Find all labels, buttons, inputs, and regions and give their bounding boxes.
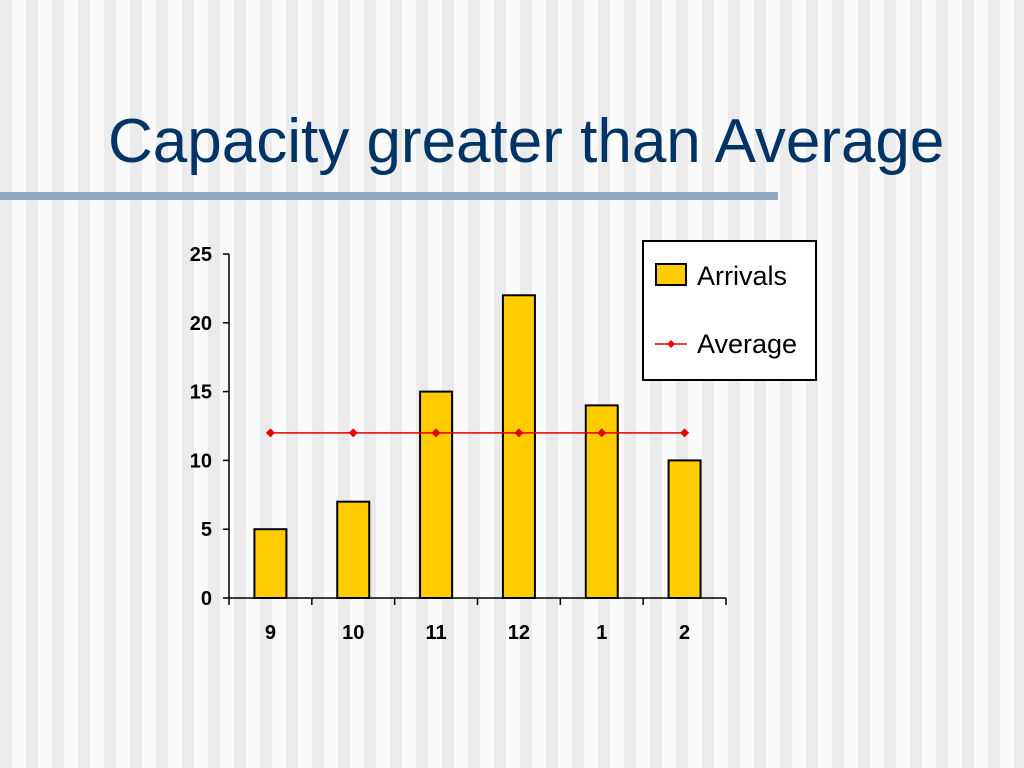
legend-average-label: Average (697, 329, 797, 359)
y-axis: 0 5 10 15 20 25 (190, 244, 230, 610)
slide-title: Capacity greater than Average (108, 107, 945, 176)
x-tick-label: 12 (508, 622, 530, 644)
y-tick-label: 20 (190, 313, 212, 335)
x-tick-label: 10 (342, 622, 364, 644)
y-tick-label: 15 (190, 382, 212, 404)
legend: Arrivals Average (642, 240, 817, 381)
bar-arrivals (584, 404, 619, 599)
y-tick-label: 25 (190, 244, 212, 266)
legend-arrivals-label: Arrivals (697, 261, 787, 291)
y-tick-label: 10 (190, 450, 212, 472)
bar-arrivals (667, 459, 702, 599)
average-point (348, 428, 358, 438)
x-axis: 9 10 11 12 1 2 (228, 597, 727, 644)
average-series (265, 428, 690, 438)
legend-average-marker (667, 340, 675, 348)
x-tick-label: 2 (679, 622, 690, 644)
bar-arrivals (336, 500, 371, 599)
x-tick-label: 9 (265, 622, 276, 644)
x-tick-label: 1 (596, 622, 607, 644)
average-point (265, 428, 275, 438)
bar-arrivals (253, 528, 288, 600)
average-point (514, 428, 524, 438)
arrivals-bars (253, 294, 702, 600)
bar-arrivals (419, 390, 454, 599)
y-tick-label: 5 (201, 519, 212, 541)
average-point (431, 428, 441, 438)
title-divider (0, 192, 778, 200)
average-point (680, 428, 690, 438)
x-tick-label: 11 (426, 622, 447, 644)
y-tick-label: 0 (201, 588, 212, 610)
bar-arrivals (501, 294, 536, 599)
average-point (597, 428, 607, 438)
legend-arrivals-swatch (655, 263, 687, 286)
